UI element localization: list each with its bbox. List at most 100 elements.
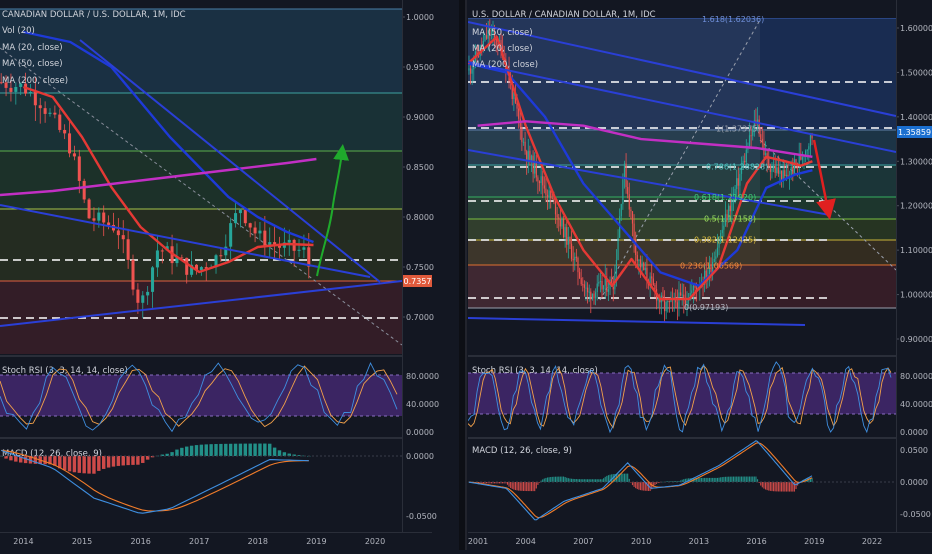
left-macd-hist-bar — [233, 443, 238, 456]
right-fib-label: 0.236(1.06569) — [680, 261, 742, 270]
left-macd-hist-bar — [87, 456, 91, 474]
right-macd-hist-bar — [506, 482, 508, 485]
right-macd-hist-bar — [590, 479, 592, 482]
right-trendline-mid[interactable] — [468, 61, 896, 153]
right-macd-hist-bar — [728, 476, 730, 482]
left-macd-hist-bar — [92, 456, 96, 474]
right-last-price-tag: 1.35859 — [897, 126, 932, 138]
right-macd-hist-bar — [487, 482, 489, 484]
left-ma-20-line[interactable] — [23, 85, 314, 274]
candle-body — [131, 259, 135, 290]
candle-body — [277, 244, 282, 248]
right-macd-hist-bar — [792, 482, 794, 492]
right-time-axis[interactable]: 2001 2004 2007 2010 2013 2016 2019 2022 — [468, 537, 882, 546]
left-macd-hist-bar — [214, 444, 218, 456]
right-macd-hist-bar — [542, 479, 544, 482]
candle-body — [732, 193, 735, 199]
right-symbol-title[interactable]: U.S. DOLLAR / CANADIAN DOLLAR, 1M, IDC — [472, 10, 656, 20]
left-rsi-lines — [0, 362, 398, 433]
left-macd-hist-bar — [282, 452, 287, 456]
left-macd-pane[interactable]: MACD (12, 26, close, 9) — [2, 449, 102, 459]
right-trendline-lower[interactable] — [468, 149, 831, 216]
right-macd-hist-bar — [625, 473, 627, 482]
candle-body — [777, 167, 779, 174]
right-ma-20-line[interactable] — [468, 35, 813, 301]
left-indicator-vol[interactable]: Vol (20) — [2, 26, 35, 36]
candle-body — [760, 134, 762, 139]
right-macd-signal-line — [469, 442, 813, 519]
candle-body — [570, 243, 573, 259]
candle-body — [604, 278, 606, 286]
left-indicator-ma20[interactable]: MA (20, close) — [2, 43, 63, 53]
right-macd-hist-bar — [737, 476, 739, 482]
right-macd-hist-bar — [633, 482, 635, 487]
right-price-axis[interactable]: 1.60000 1.50000 1.40000 1.30000 1.20000 1.100… — [896, 24, 932, 344]
right-indicator-ma20[interactable]: MA (20, close) — [472, 44, 533, 54]
left-macd-hist-bar — [72, 456, 77, 473]
candle-body — [593, 293, 595, 299]
right-macd-hist-bar — [636, 482, 638, 490]
right-macd-hist-bar — [747, 476, 749, 482]
right-macd-hist-bar — [609, 474, 611, 482]
left-macd-label[interactable]: MACD (12, 26, close, 9) — [2, 449, 102, 459]
right-indicator-ma200[interactable]: MA (200, close) — [472, 60, 538, 70]
right-macd-hist-bar — [790, 482, 792, 492]
right-price-tick-label: 0.90000 — [900, 335, 932, 344]
right-macd-tick-label: -0.0500 — [900, 510, 931, 519]
right-trendline-upper[interactable] — [468, 21, 896, 117]
right-macd-pane[interactable]: MACD (12, 26, close, 9) — [472, 446, 572, 456]
candle-body — [77, 156, 81, 181]
right-macd-hist-bar — [635, 482, 637, 489]
right-macd-hist-bar — [789, 482, 791, 492]
right-macd-hist-bar — [761, 482, 763, 488]
candle-body — [687, 299, 690, 301]
right-macd-hist-bar — [606, 475, 608, 482]
candle-body — [809, 134, 812, 147]
right-macd-hist-bar — [595, 479, 597, 482]
right-macd-hist-bar — [543, 478, 545, 482]
left-macd-tick-label: 0.0000 — [406, 452, 434, 461]
right-macd-hist-bar — [527, 482, 529, 492]
candle-body — [92, 218, 96, 221]
candle-body — [612, 286, 614, 290]
left-trendline-upper[interactable] — [79, 39, 381, 283]
right-ma-200-line[interactable] — [477, 120, 813, 158]
left-trendline-support[interactable] — [0, 204, 371, 278]
left-ma-50-line[interactable] — [23, 30, 314, 244]
right-macd-hist-bar — [559, 476, 561, 482]
candle-body — [43, 108, 47, 114]
right-macd-hist-bar — [756, 479, 759, 482]
right-rsi-label[interactable]: Stoch RSI (3, 3, 14, 14, close) — [472, 366, 598, 376]
right-macd-hist-bar — [654, 482, 656, 486]
candle-body — [487, 29, 489, 39]
right-trendline-bottom[interactable] — [468, 317, 806, 326]
right-indicator-ma50[interactable]: MA (50, close) — [472, 28, 533, 38]
right-macd-hist-bar — [784, 482, 786, 492]
left-indicator-ma50[interactable]: MA (50, close) — [2, 59, 63, 69]
left-macd-hist-bar — [77, 456, 82, 473]
left-indicator-ma200[interactable]: MA (200, close) — [2, 76, 68, 86]
right-ma-50-line[interactable] — [468, 62, 813, 287]
left-rsi-label[interactable]: Stoch RSI (3, 3, 14, 14, close) — [2, 366, 128, 376]
right-macd-label[interactable]: MACD (12, 26, close, 9) — [472, 446, 572, 456]
candle-body — [764, 153, 767, 155]
left-ma-200-line[interactable] — [0, 157, 317, 197]
candle-body — [490, 33, 493, 36]
left-stoch-rsi-pane[interactable]: Stoch RSI (3, 3, 14, 14, close) — [0, 366, 402, 417]
left-time-axis[interactable]: 2014 2015 2016 2017 2018 2019 2020 — [13, 537, 385, 546]
left-macd-hist-bar — [18, 456, 23, 463]
left-trendline-bottom[interactable] — [0, 280, 402, 327]
left-macd-signal-line — [1, 449, 309, 512]
right-forecast-arrow[interactable] — [812, 139, 836, 220]
left-symbol-title[interactable]: CANADIAN DOLLAR / U.S. DOLLAR, 1M, IDC — [2, 10, 186, 20]
right-rsi-tick-label: 80.0000 — [900, 372, 932, 381]
left-price-tick-label: 0.7000 — [406, 313, 434, 322]
right-fib-label: 1.618(1.62036) — [702, 15, 764, 24]
candle-body — [521, 126, 523, 142]
left-forecast-arrow[interactable] — [316, 144, 350, 277]
chart-divider[interactable] — [459, 0, 467, 550]
right-moving-averages — [468, 35, 813, 301]
right-macd-hist-bar — [713, 477, 715, 482]
candle-body — [534, 162, 536, 174]
right-macd-hist-bar — [724, 476, 727, 482]
